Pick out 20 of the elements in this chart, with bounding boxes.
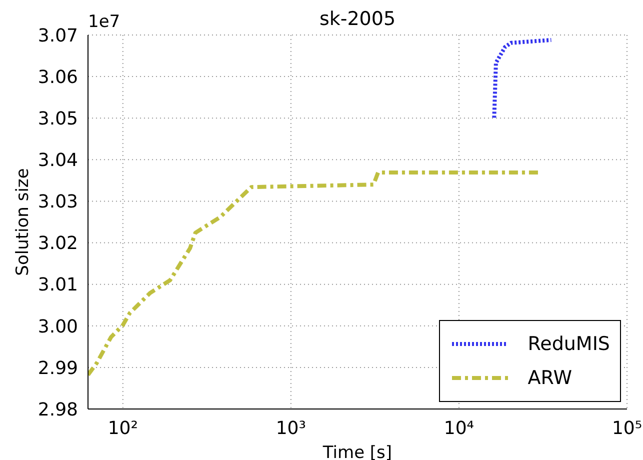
y-tick-label: 3.03 [38, 192, 78, 213]
y-tick-label: 2.98 [38, 399, 78, 420]
y-tick-label: 3.06 [38, 66, 78, 88]
y-tick-label: 3.07 [38, 25, 78, 46]
y-tick-label: 2.99 [38, 358, 78, 379]
y-tick-label: 3.02 [38, 233, 78, 254]
x-tick-label: 10⁵ [612, 418, 642, 439]
legend-label: ReduMIS [528, 333, 610, 355]
y-axis-title: Solution size [13, 168, 34, 276]
x-tick-label: 10² [108, 418, 138, 439]
y-tick-label: 3.01 [38, 274, 78, 296]
chart-title: sk-2005 [319, 8, 396, 30]
y-tick-label: 3.04 [38, 150, 78, 172]
legend-label: ARW [528, 367, 572, 389]
x-axis-title: Time [s] [322, 443, 392, 460]
x-tick-label: 10³ [276, 418, 306, 439]
x-tick-label: 10⁴ [444, 418, 474, 439]
y-tick-label: 3.05 [38, 108, 78, 130]
y-tick-label: 3.00 [38, 316, 78, 338]
text: 1e7 [88, 12, 120, 32]
